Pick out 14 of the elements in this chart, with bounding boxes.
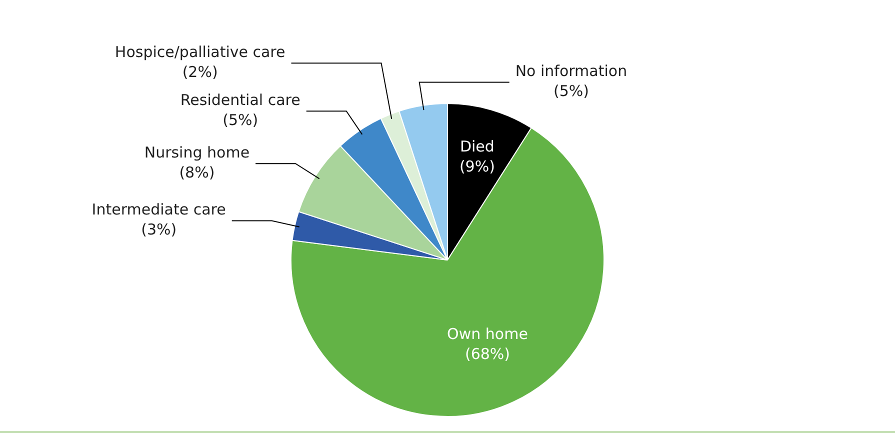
data-label: (3%) bbox=[141, 220, 177, 239]
slice-label: Own home bbox=[447, 324, 528, 343]
slice-label: Hospice/palliative care bbox=[114, 43, 286, 62]
data-label: (5%) bbox=[553, 82, 589, 100]
data-label: (9%) bbox=[459, 158, 495, 176]
data-label: (2%) bbox=[182, 63, 218, 82]
slice-label: Died bbox=[460, 138, 494, 156]
data-label: (8%) bbox=[179, 163, 215, 182]
slice-label: Residential care bbox=[180, 91, 300, 110]
slice-label: No information bbox=[515, 62, 628, 80]
data-label: (5%) bbox=[222, 111, 258, 130]
slice-label: Intermediate care bbox=[92, 200, 226, 219]
slice-label: Nursing home bbox=[144, 143, 250, 162]
data-label: (68%) bbox=[464, 344, 510, 363]
